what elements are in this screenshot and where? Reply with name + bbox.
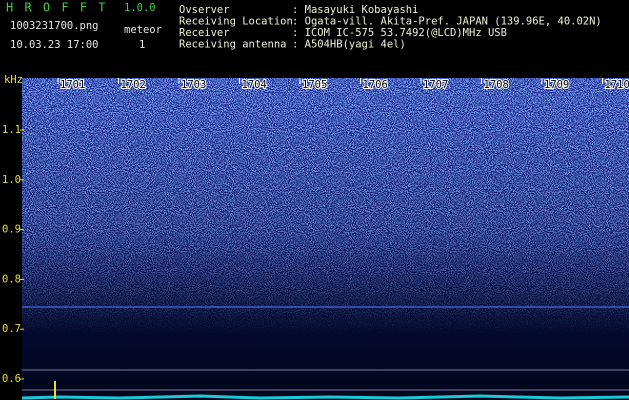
version: 1.0.0 — [124, 2, 156, 14]
time-label: 1705 — [302, 79, 327, 91]
info-value: : ICOM IC-575 53.7492(@LCD)MHz USB — [292, 27, 507, 39]
app-name: H R O F F T — [6, 1, 107, 15]
info-value: : Ogata-vill. Akita-Pref. JAPAN (139.96E… — [292, 16, 602, 28]
freq-label: 0.7 — [2, 323, 21, 335]
file-name: 1003231700.png — [10, 20, 99, 32]
info-label: Receiving antenna — [179, 39, 286, 51]
time-label: 1710 — [605, 79, 629, 91]
freq-label: 1.1 — [2, 124, 21, 136]
time-label: 1702 — [121, 79, 146, 91]
freq-label: 1.0 — [2, 174, 21, 186]
time-label: 1706 — [363, 79, 388, 91]
info-value: : A504HB(yagi 4el) — [292, 39, 406, 51]
time-label: 1701 — [60, 79, 85, 91]
spectrogram-noise — [22, 78, 629, 400]
time-label: 1703 — [181, 79, 206, 91]
unit: kHz — [4, 74, 23, 86]
time-label: 1709 — [544, 79, 569, 91]
time-label: 1708 — [484, 79, 509, 91]
freq-label: 0.6 — [2, 373, 21, 385]
info-label: Receiver — [179, 27, 230, 39]
info-label: Receiving Location — [179, 16, 293, 28]
freq-label: 0.9 — [2, 224, 21, 236]
spectrum-trace — [21, 394, 629, 400]
info-label: Ovserver — [179, 4, 230, 16]
info-value: : Masayuki Kobayashi — [292, 4, 418, 16]
count: 1 — [139, 39, 145, 51]
time-label: 1707 — [423, 79, 448, 91]
mode: meteor — [124, 24, 162, 36]
datetime: 10.03.23 17:00 — [10, 39, 99, 51]
time-label: 1704 — [242, 79, 267, 91]
freq-label: 0.8 — [2, 273, 21, 285]
